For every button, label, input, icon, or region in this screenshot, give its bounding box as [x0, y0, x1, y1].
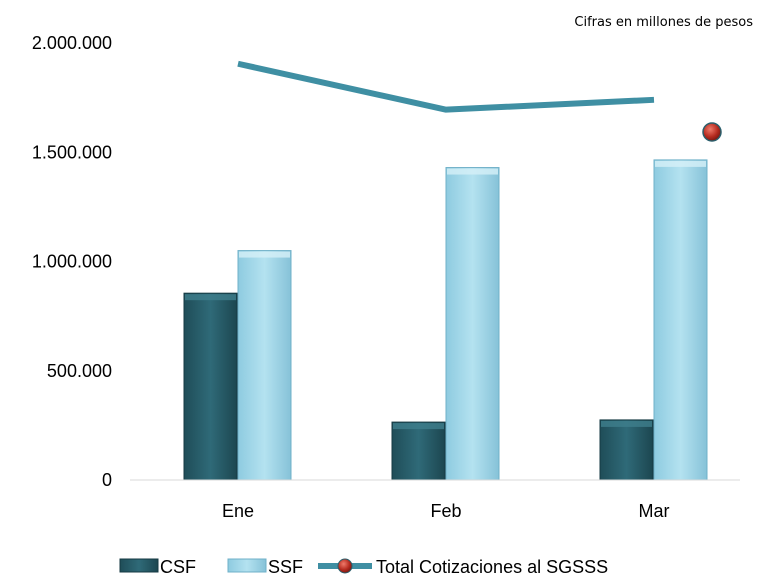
legend-label-ssf: SSF — [268, 557, 303, 577]
bar-cap — [601, 420, 652, 427]
legend-swatch-marker — [337, 558, 353, 574]
total-cotizaciones-marker — [702, 122, 722, 142]
legend-label-total: Total Cotizaciones al SGSSS — [376, 557, 608, 577]
bar-ssf — [653, 159, 708, 481]
x-tick-label: Mar — [639, 501, 670, 521]
chart-note: Cifras en millones de pesos — [574, 15, 753, 30]
legend-swatch-csf — [119, 558, 159, 573]
bar-cap — [655, 160, 706, 167]
bar-ssf — [237, 250, 292, 481]
y-tick-label: 0 — [102, 470, 112, 490]
bar-cap — [239, 251, 290, 258]
y-tick-label: 500.000 — [47, 361, 112, 381]
x-tick-label: Feb — [430, 501, 461, 521]
y-axis: 0 500.000 1.000.000 1.500.000 2.000.000 — [32, 33, 112, 490]
bar-ssf — [445, 167, 500, 481]
legend: CSF SSF Total Cotizaciones al SGSSS — [119, 557, 608, 577]
bar-csf — [183, 292, 238, 481]
total-cotizaciones-line — [237, 60, 655, 113]
bar-csf — [391, 421, 446, 481]
bar-csf — [599, 419, 654, 481]
y-tick-label: 1.500.000 — [32, 142, 112, 162]
y-tick-label: 1.000.000 — [32, 252, 112, 272]
x-tick-label: Ene — [222, 501, 254, 521]
bar-cap — [393, 423, 444, 430]
bars — [183, 159, 708, 481]
y-tick-label: 2.000.000 — [32, 33, 112, 53]
bar-cap — [185, 294, 236, 301]
bar-cap — [447, 168, 498, 175]
legend-swatch-ssf — [227, 558, 267, 573]
legend-label-csf: CSF — [160, 557, 196, 577]
x-axis: Ene Feb Mar — [222, 501, 670, 521]
line-series — [237, 60, 722, 142]
